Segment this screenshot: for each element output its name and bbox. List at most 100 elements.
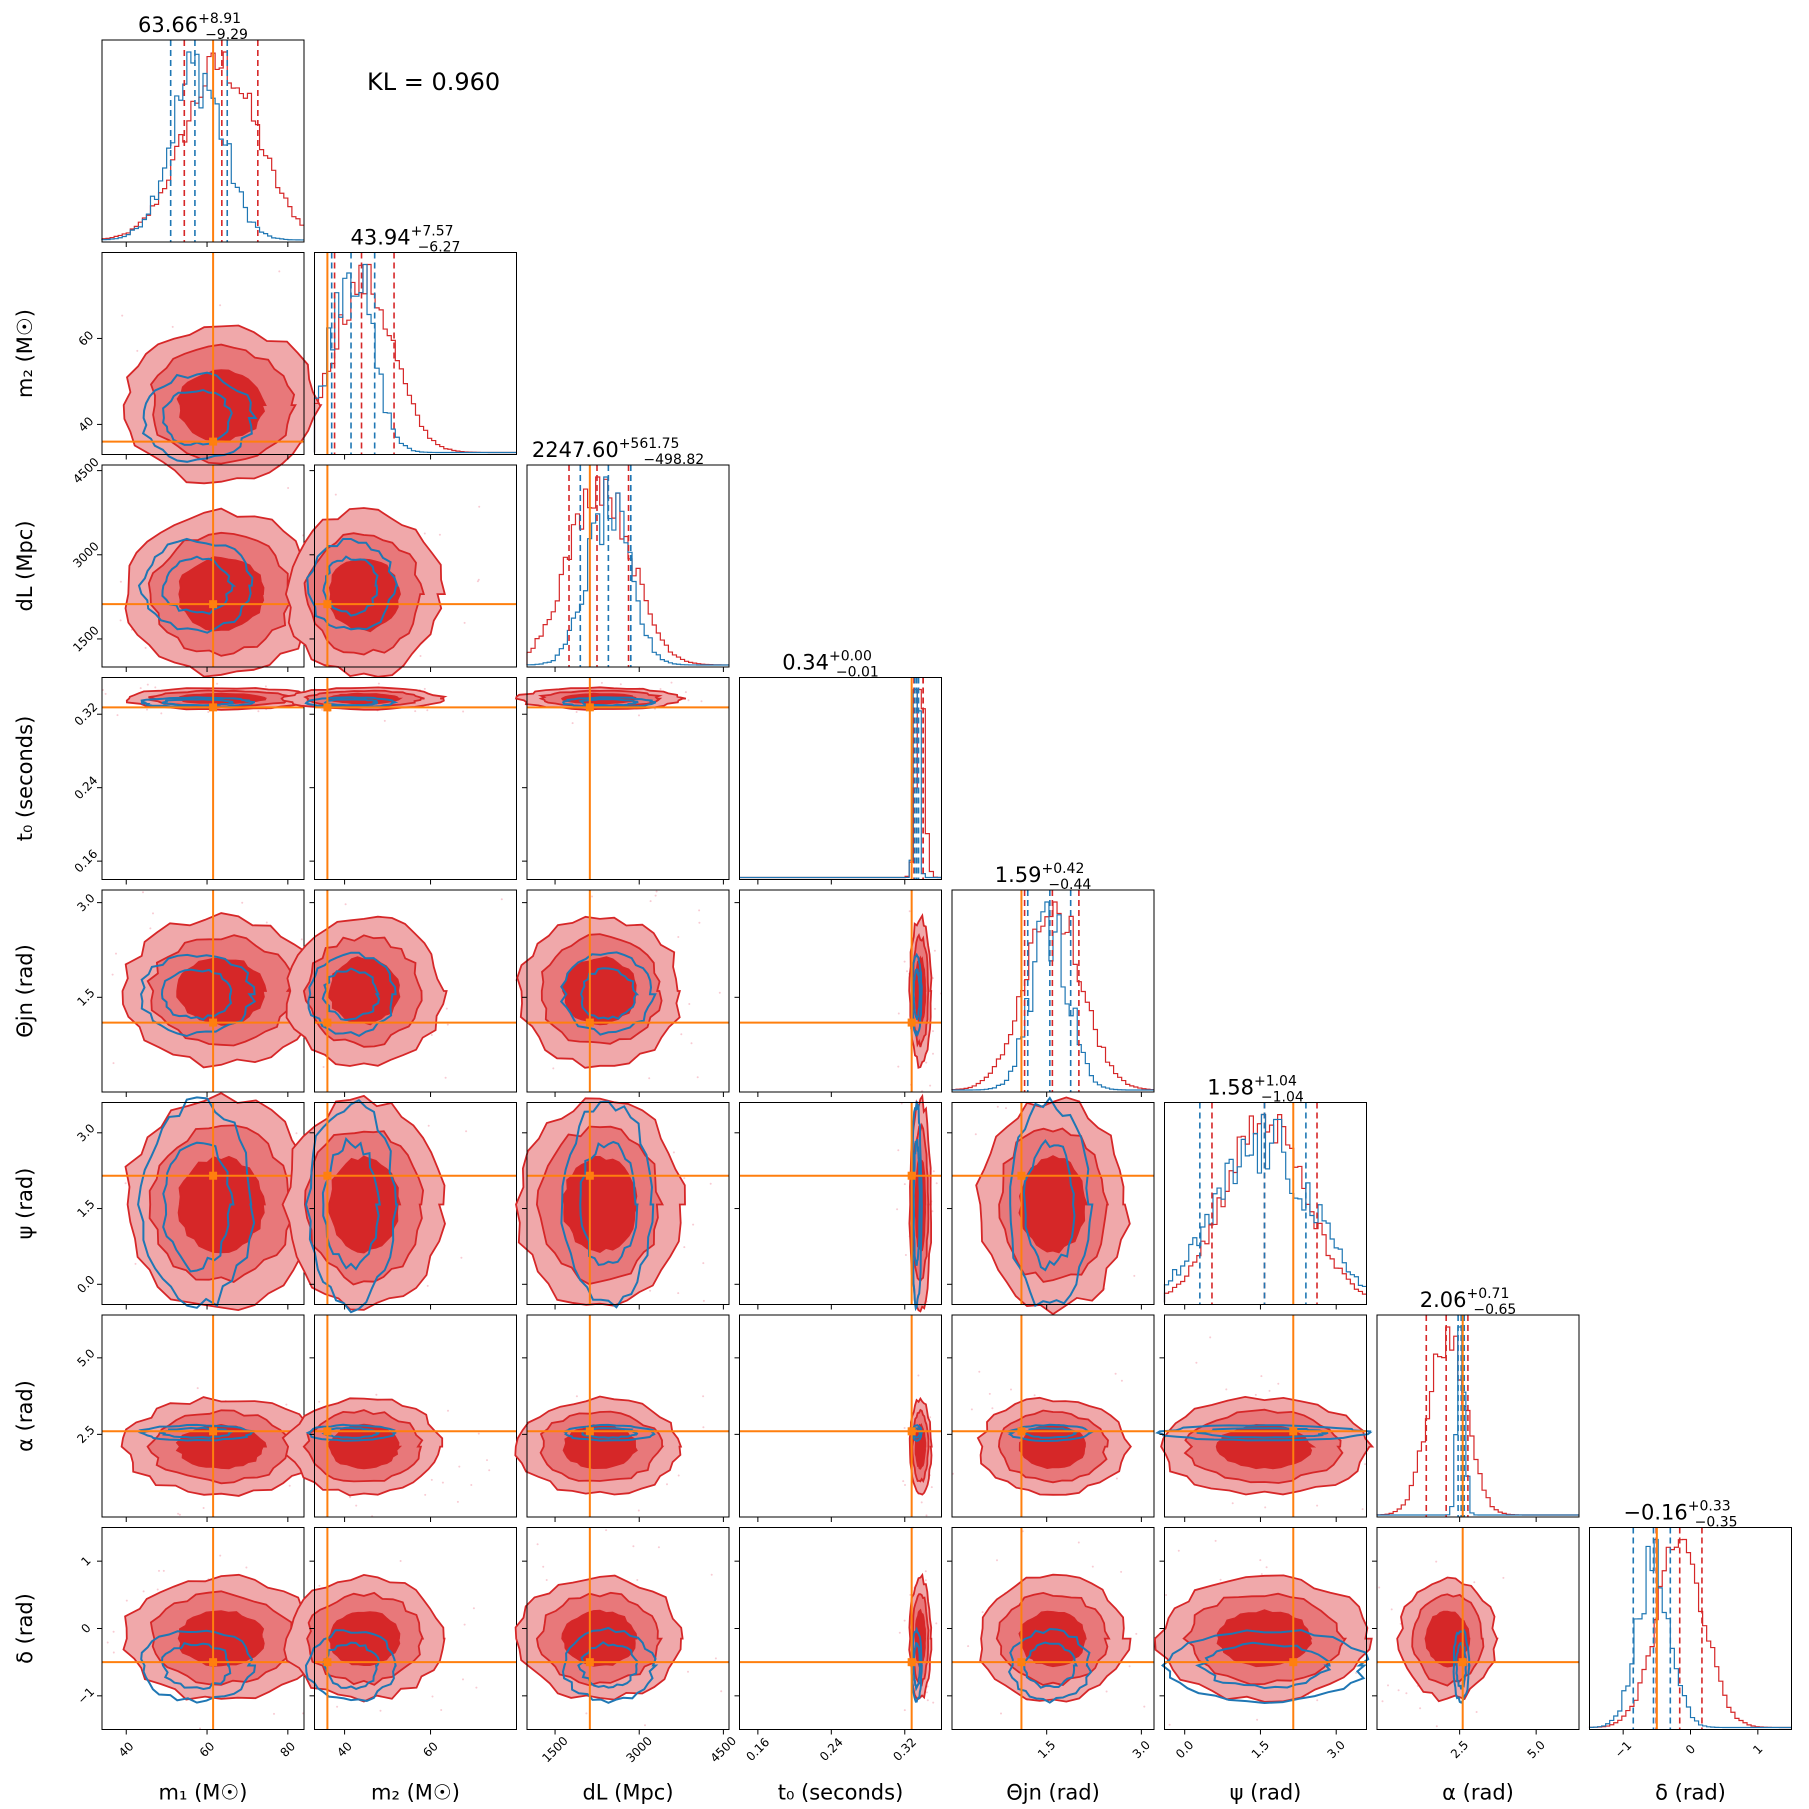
- sample-point: [427, 1124, 430, 1127]
- sample-point: [477, 578, 480, 581]
- sample-point: [903, 1183, 906, 1186]
- y-axis-label-dL: dL (Mpc): [13, 520, 37, 611]
- sample-point: [1209, 1336, 1212, 1339]
- sample-point: [1355, 1671, 1358, 1674]
- sample-point: [336, 1705, 339, 1708]
- truth-marker: [907, 1427, 916, 1436]
- panel-m1-m1: 63.66+8.91 −9.29: [101, 11, 305, 247]
- sample-point: [134, 1262, 137, 1265]
- y-tick-label: 60: [76, 328, 97, 349]
- sample-point: [112, 1651, 115, 1654]
- panel-frame: [739, 677, 942, 880]
- x-tick-label: 3000: [623, 1734, 654, 1765]
- y-axis-label-delta: δ (rad): [13, 1593, 37, 1664]
- contour-b-inner: [581, 1427, 639, 1439]
- sample-point: [1259, 1559, 1262, 1562]
- truth-marker: [585, 1171, 594, 1180]
- x-tick-label: −1: [1612, 1738, 1634, 1760]
- sample-point: [702, 1426, 705, 1429]
- sample-point: [477, 1432, 480, 1435]
- x-axis-label-alpha: α (rad): [1442, 1781, 1514, 1805]
- sample-point: [383, 719, 386, 722]
- sample-point: [465, 1130, 468, 1133]
- panel-thetajn-m2: [285, 889, 518, 1097]
- panel-delta-psi: 0.0 1.5 3.0: [1153, 1527, 1373, 1761]
- y-tick-label: 0.0: [74, 1273, 97, 1296]
- truth-marker: [1289, 1427, 1298, 1436]
- panel-thetajn-t0: [734, 889, 942, 1097]
- hist-posterior-b-alpha: [1377, 1326, 1579, 1516]
- sample-point: [988, 1392, 991, 1395]
- panel-delta-dL: 1500 3000 4500: [514, 1527, 739, 1765]
- x-axis-label-m2: m₂ (M☉): [371, 1781, 460, 1805]
- sample-point: [692, 1223, 695, 1226]
- sample-point: [981, 1611, 984, 1614]
- sample-point: [702, 1395, 705, 1398]
- sample-point: [245, 1566, 248, 1569]
- sample-point: [441, 1481, 444, 1484]
- sample-point: [1435, 1725, 1438, 1728]
- sample-point: [426, 1284, 429, 1287]
- contour-a-inner: [328, 1155, 402, 1254]
- sample-point: [160, 712, 163, 715]
- sample-point: [470, 1484, 473, 1486]
- sample-point: [1268, 1389, 1271, 1392]
- truth-marker: [1017, 1171, 1026, 1180]
- sample-point: [1195, 1361, 1198, 1364]
- sample-point: [139, 687, 142, 690]
- y-tick-label: −1: [75, 1685, 97, 1707]
- panel-frame: [101, 39, 305, 243]
- hist-posterior-b-thetajn: [952, 901, 1154, 1091]
- sample-point: [287, 487, 290, 489]
- sample-point: [991, 1407, 994, 1410]
- sample-point: [648, 1077, 651, 1080]
- sample-point: [1091, 1565, 1094, 1568]
- sample-point: [1265, 1566, 1268, 1569]
- sample-point: [904, 1254, 907, 1256]
- y-tick-label: 2.5: [74, 1423, 97, 1446]
- sample-point: [278, 270, 281, 273]
- y-axis-label-psi: ψ (rad): [13, 1168, 37, 1240]
- sample-point: [334, 493, 337, 496]
- title-thetajn: 1.59+0.42 −0.44: [995, 861, 1092, 893]
- sample-point: [1231, 1502, 1234, 1505]
- sample-point: [659, 688, 662, 690]
- truth-marker: [209, 1658, 218, 1667]
- contour-b-inner: [321, 967, 381, 1022]
- sample-point: [426, 709, 429, 712]
- sample-point: [926, 1699, 929, 1702]
- sample-point: [683, 1246, 686, 1249]
- sample-point: [970, 1408, 973, 1411]
- panel-delta-thetajn: 1.5 3.0: [947, 1527, 1155, 1761]
- x-tick-label: 4500: [708, 1734, 739, 1765]
- title-median: 2247.60: [532, 438, 619, 462]
- panel-t0-dL: [514, 677, 730, 885]
- panel-alpha-thetajn: [947, 1314, 1155, 1522]
- truth-marker: [323, 1171, 332, 1180]
- x-tick-label: 40: [334, 1739, 355, 1760]
- sample-point: [399, 1560, 402, 1562]
- sample-point: [288, 1484, 291, 1487]
- sample-point: [698, 921, 701, 924]
- contour-b-inner: [578, 698, 639, 707]
- contour-b-outer: [559, 951, 657, 1036]
- title-plus: +7.57: [411, 224, 454, 240]
- sample-point: [1387, 1684, 1389, 1687]
- panel-frame: [526, 1102, 730, 1305]
- truth-marker: [1017, 1427, 1026, 1436]
- sample-point: [207, 711, 210, 713]
- sample-point: [115, 952, 117, 955]
- contour-b-outer: [137, 1096, 256, 1309]
- sample-point: [355, 1504, 358, 1507]
- panel-psi-t0: [734, 1093, 942, 1313]
- truth-marker: [585, 1427, 594, 1436]
- title-minus: −0.01: [836, 665, 879, 681]
- sample-point: [121, 314, 124, 317]
- contour-b-inner: [322, 555, 379, 617]
- sample-point: [1105, 1690, 1108, 1693]
- sample-point: [709, 1182, 712, 1185]
- sample-point: [1316, 1699, 1319, 1702]
- sample-point: [136, 349, 139, 352]
- sample-point: [445, 1007, 448, 1010]
